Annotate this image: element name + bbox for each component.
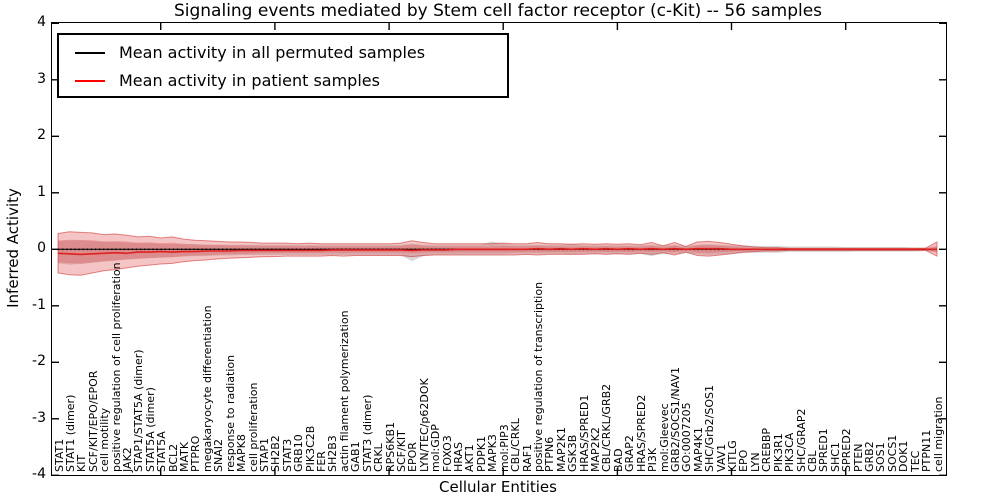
x-tick-label: EPO xyxy=(737,449,751,472)
x-tick-label: AKT1 xyxy=(463,444,477,472)
x-tick-label: PTPN11 xyxy=(920,429,934,472)
x-tick-label: SPRED1 xyxy=(817,428,831,472)
x-tick-label: BCL2 xyxy=(166,443,180,472)
x-tick-label: EPOR xyxy=(406,442,420,472)
x-tick-label: mol:Gleevec xyxy=(657,403,671,472)
legend-label-permuted: Mean activity in all permuted samples xyxy=(119,43,426,62)
legend-item-patient: Mean activity in patient samples xyxy=(59,69,507,93)
y-tick-label: -3 xyxy=(32,409,46,426)
x-tick-label: CREBBP xyxy=(760,428,774,472)
x-tick-label: PTPRO xyxy=(189,435,203,472)
x-tick-label: GAB1 xyxy=(349,441,363,472)
x-tick-label: GRB10 xyxy=(292,434,306,472)
legend-label-patient: Mean activity in patient samples xyxy=(119,71,380,90)
x-tick-label: PI3K xyxy=(646,447,660,472)
y-tick-label: -1 xyxy=(32,296,46,313)
x-tick-label: cell migration xyxy=(931,396,945,472)
y-tick-label: -4 xyxy=(32,466,46,483)
chart-canvas xyxy=(52,23,946,475)
legend: Mean activity in all permuted samples Me… xyxy=(57,33,509,98)
x-tick-label: mol:GDP xyxy=(429,424,443,472)
x-tick-label: STAT1 xyxy=(52,438,66,472)
x-tick-label: DOK1 xyxy=(897,440,911,472)
x-tick-label: FOXO3 xyxy=(440,435,454,472)
x-tick-label: MAPK8 xyxy=(235,434,249,472)
x-tick-label: RPS6KB1 xyxy=(383,421,397,472)
x-tick-label: CRKL xyxy=(372,443,386,472)
x-tick-label: KIT xyxy=(75,454,89,472)
y-tick-label: 0 xyxy=(37,240,46,257)
x-tick-label: PTEN xyxy=(851,443,865,472)
x-tick-label: HRAS/SPRED1 xyxy=(577,394,591,472)
legend-item-permuted: Mean activity in all permuted samples xyxy=(59,41,507,65)
x-tick-label: GO:0007205 xyxy=(680,402,694,472)
x-tick-label: SHC/Grb2/SOS1 xyxy=(703,385,717,472)
legend-line-permuted xyxy=(75,52,105,54)
y-tick-label: 1 xyxy=(37,183,46,200)
x-tick-label: cell proliferation xyxy=(246,382,260,472)
x-tick-label: PTPN6 xyxy=(543,436,557,472)
x-tick-label: STAT5A xyxy=(155,431,169,472)
x-axis-label: Cellular Entities xyxy=(439,478,557,496)
x-tick-label: positive regulation of cell proliferatio… xyxy=(109,262,123,472)
x-tick-label: GRAP2 xyxy=(623,435,637,472)
chart-title: Signaling events mediated by Stem cell f… xyxy=(173,1,823,21)
x-tick-label: SH2B2 xyxy=(269,435,283,472)
x-tick-label: MAPK3 xyxy=(486,434,500,472)
legend-line-patient xyxy=(75,80,105,82)
y-tick-label: 4 xyxy=(37,14,46,31)
x-tick-label: SHC/GRAP2 xyxy=(794,408,808,472)
x-tick-label: SPRED2 xyxy=(840,428,854,472)
y-tick-label: 2 xyxy=(37,127,46,144)
x-tick-label: CBL/CRKL/GRB2 xyxy=(600,383,614,472)
y-tick-label: 3 xyxy=(37,70,46,87)
x-tick-label: SOS1 xyxy=(874,442,888,472)
x-tick-label: SNAI2 xyxy=(212,439,226,472)
y-tick-label: -2 xyxy=(32,353,46,370)
x-tick-label: cell motility xyxy=(98,407,112,472)
x-tick-label: SH2B3 xyxy=(326,435,340,472)
x-tick-label: VAV1 xyxy=(714,443,728,472)
x-tick-label: RAF1 xyxy=(520,443,534,472)
x-tick-label: CBL/CRKL xyxy=(509,418,523,472)
x-tick-label: PIK3C2B xyxy=(303,425,317,472)
x-tick-label: STAP1/STAT5A (dimer) xyxy=(132,349,146,472)
x-tick-label: PIK3CA xyxy=(783,432,797,472)
x-tick-label: GSK3B xyxy=(566,434,580,472)
